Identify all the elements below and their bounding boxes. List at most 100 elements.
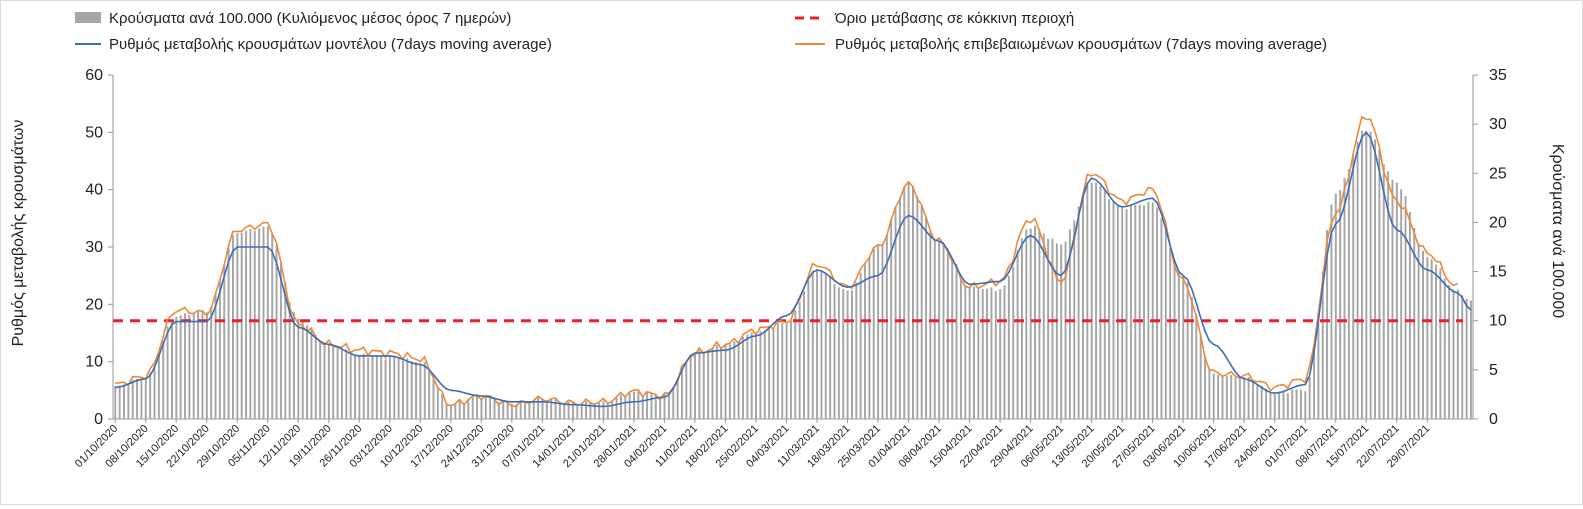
case-bar (1417, 243, 1420, 419)
case-bar (323, 344, 326, 419)
case-bar (1156, 207, 1159, 419)
case-bar (1116, 205, 1119, 419)
case-bar (1238, 378, 1241, 419)
case-bar (1204, 356, 1207, 419)
right-tick-label: 35 (1489, 67, 1507, 84)
case-bar (515, 404, 518, 419)
case-bar (528, 401, 531, 419)
case-bar (1456, 289, 1459, 419)
case-bar (563, 403, 566, 419)
case-bar (615, 398, 618, 419)
case-bar (1060, 244, 1063, 419)
case-bar (1356, 141, 1359, 419)
case-bar (881, 244, 884, 419)
case-bar (585, 401, 588, 419)
case-bar (275, 244, 278, 419)
case-bar (310, 327, 313, 419)
case-bar (284, 282, 287, 419)
case-bar (144, 379, 147, 419)
case-bar (1051, 238, 1054, 419)
case-bar (1439, 268, 1442, 419)
case-bar (576, 404, 579, 419)
case-bar (319, 340, 322, 419)
case-bar (214, 294, 217, 419)
case-bar (205, 312, 208, 419)
case-bar (354, 354, 357, 419)
line-series (115, 115, 1472, 408)
case-bar (1208, 370, 1211, 419)
case-bar (1186, 282, 1189, 419)
case-bar (737, 342, 740, 419)
case-bar (358, 354, 361, 419)
case-bar (1086, 182, 1089, 419)
case-bar (742, 337, 744, 419)
left-tick-label: 40 (85, 182, 103, 199)
case-bar (959, 279, 962, 419)
case-bar (1038, 229, 1041, 419)
bar-series (114, 130, 1472, 420)
case-bar (1278, 391, 1281, 419)
case-bar (1413, 228, 1416, 419)
case-bar (707, 350, 710, 419)
right-tick-label: 10 (1489, 313, 1507, 330)
case-bar (170, 319, 173, 419)
case-bar (293, 312, 295, 419)
case-bar (912, 186, 914, 419)
case-bar (406, 358, 409, 419)
case-bar (689, 355, 692, 419)
case-bar (593, 403, 596, 419)
case-bar (646, 392, 649, 419)
case-bar (1182, 274, 1185, 419)
case-bar (480, 398, 483, 419)
case-bar (733, 341, 736, 419)
case-bar (524, 400, 527, 419)
case-bar (872, 248, 875, 419)
case-bar (532, 399, 535, 419)
case-bar (746, 334, 749, 419)
case-bar (166, 326, 169, 419)
case-bar (371, 355, 374, 419)
case-bar (680, 367, 683, 419)
case-bar (266, 226, 269, 419)
case-bar (776, 322, 779, 419)
case-bar (345, 349, 348, 419)
case-bar (1055, 243, 1058, 419)
case-bar (458, 401, 461, 419)
case-bar (977, 289, 980, 419)
case-bar (598, 402, 601, 419)
case-bar (149, 372, 152, 419)
case-bar (654, 394, 657, 419)
case-bar (990, 287, 993, 419)
case-bar (314, 335, 317, 419)
case-bar (1326, 229, 1329, 419)
case-bar (803, 291, 805, 419)
case-bar (419, 363, 422, 419)
case-bar (558, 402, 561, 419)
case-bar (493, 399, 496, 419)
case-bar (223, 264, 226, 419)
case-bar (759, 330, 762, 419)
right-tick-label: 5 (1489, 362, 1498, 379)
case-bar (1422, 250, 1424, 419)
case-bar (1391, 179, 1394, 419)
case-bar (772, 328, 775, 419)
case-bar (1313, 350, 1315, 419)
left-tick-label: 20 (85, 296, 103, 313)
case-bar (728, 344, 731, 419)
case-bar (327, 343, 330, 419)
legend-label-model: Ρυθμός μεταβολής κρουσμάτων μοντέλου (7d… (109, 36, 552, 53)
case-bar (903, 186, 906, 419)
case-bar (702, 352, 705, 419)
case-bar (602, 400, 605, 419)
case-bar (1151, 202, 1154, 419)
case-bar (1465, 298, 1468, 419)
case-bar (1108, 199, 1111, 419)
case-bar (811, 270, 814, 419)
case-bar (685, 361, 688, 419)
case-bar (179, 315, 182, 419)
case-bar (964, 286, 967, 419)
case-bar (750, 332, 753, 419)
case-bar (388, 355, 391, 419)
case-bar (1430, 259, 1433, 419)
case-bar (184, 313, 187, 419)
